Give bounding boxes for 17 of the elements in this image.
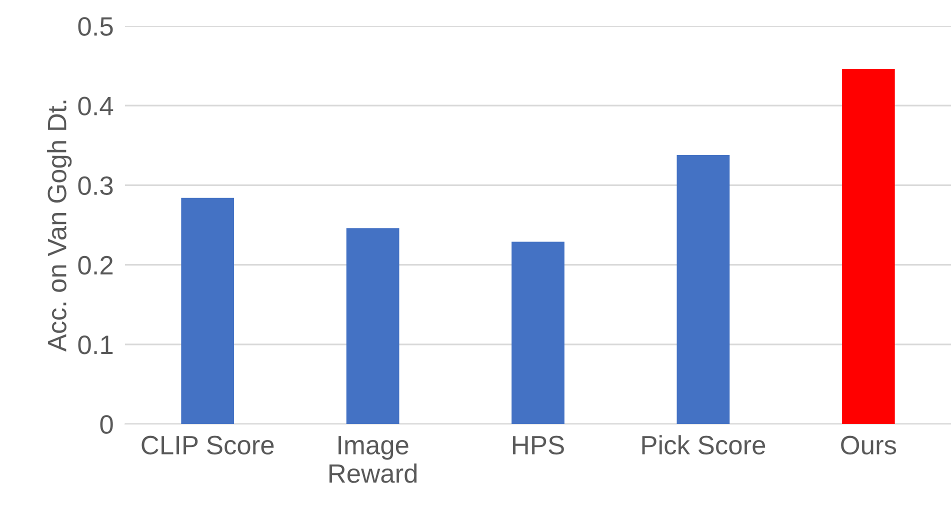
y-tick-label: 0.1 — [78, 336, 113, 354]
bar — [676, 154, 730, 424]
x-tick-label: HPS — [513, 436, 564, 454]
x-tick-label: Image Reward — [330, 436, 417, 483]
x-tick-label: Pick Score — [642, 435, 766, 454]
y-tick-label: 0.2 — [78, 256, 113, 275]
y-tick-label: 0.5 — [78, 17, 113, 36]
x-tick-label: Ours — [841, 436, 896, 454]
y-axis-title: Acc. on Van Gogh Dt. — [47, 100, 72, 352]
bar — [181, 198, 234, 424]
bar — [346, 228, 400, 424]
y-tick-label: 0 — [100, 415, 113, 434]
y-tick-label: 0.3 — [78, 176, 113, 196]
x-tick-label: CLIP Score — [142, 436, 274, 454]
bar — [842, 68, 895, 424]
bar — [512, 242, 564, 424]
y-tick-label: 0.4 — [78, 96, 114, 116]
